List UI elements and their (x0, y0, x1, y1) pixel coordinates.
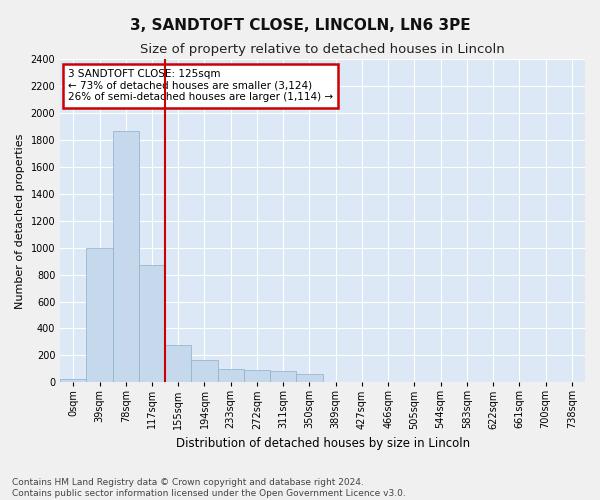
Bar (60, 379, 86, 382)
Bar (86, 248, 113, 382)
Bar (296, 374, 323, 382)
Bar (191, 360, 218, 382)
Text: 3, SANDTOFT CLOSE, LINCOLN, LN6 3PE: 3, SANDTOFT CLOSE, LINCOLN, LN6 3PE (130, 18, 470, 32)
Bar (218, 369, 244, 382)
X-axis label: Distribution of detached houses by size in Lincoln: Distribution of detached houses by size … (176, 437, 470, 450)
Bar (165, 344, 191, 382)
Bar (113, 130, 139, 382)
Title: Size of property relative to detached houses in Lincoln: Size of property relative to detached ho… (140, 42, 505, 56)
Y-axis label: Number of detached properties: Number of detached properties (15, 133, 25, 308)
Bar (244, 370, 270, 382)
Text: Contains HM Land Registry data © Crown copyright and database right 2024.
Contai: Contains HM Land Registry data © Crown c… (12, 478, 406, 498)
Bar (270, 371, 296, 382)
Bar (139, 265, 165, 382)
Text: 3 SANDTOFT CLOSE: 125sqm
← 73% of detached houses are smaller (3,124)
26% of sem: 3 SANDTOFT CLOSE: 125sqm ← 73% of detach… (68, 69, 333, 102)
